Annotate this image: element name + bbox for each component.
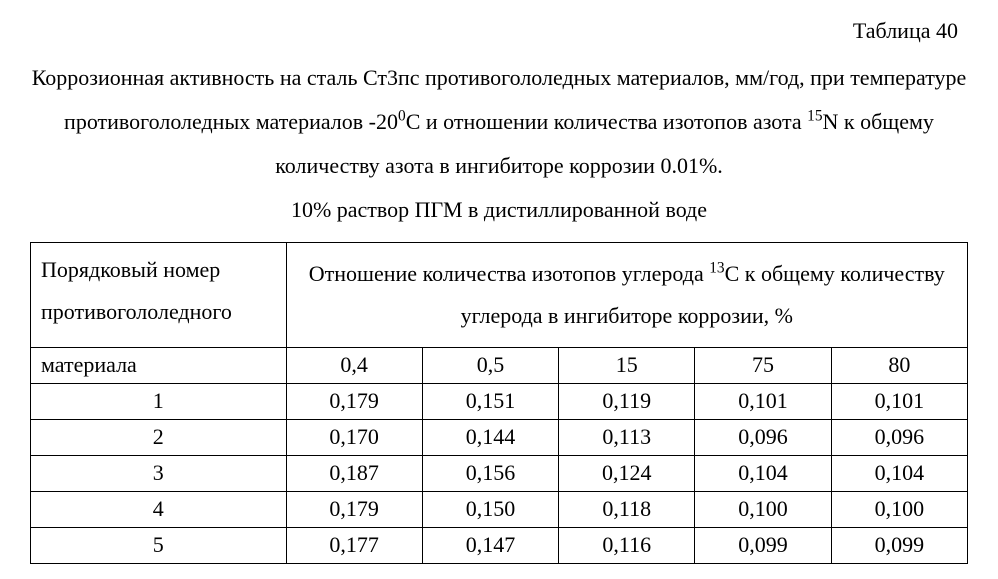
table-row: 1 0,179 0,151 0,119 0,101 0,101 <box>31 383 968 419</box>
cell: 0,124 <box>559 455 695 491</box>
cell: 0,099 <box>831 527 967 563</box>
row-label: 3 <box>31 455 287 491</box>
col-header: 0,5 <box>422 347 558 383</box>
cell: 0,096 <box>695 419 831 455</box>
row-label: 1 <box>31 383 287 419</box>
cell: 0,116 <box>559 527 695 563</box>
row-label: 5 <box>31 527 287 563</box>
table-row: 3 0,187 0,156 0,124 0,104 0,104 <box>31 455 968 491</box>
cell: 0,170 <box>286 419 422 455</box>
table-row: 2 0,170 0,144 0,113 0,096 0,096 <box>31 419 968 455</box>
row-header-top: Порядковый номер противогололедного <box>31 243 287 348</box>
col-header: 75 <box>695 347 831 383</box>
cell: 0,100 <box>831 491 967 527</box>
col-header: 0,4 <box>286 347 422 383</box>
cell: 0,104 <box>695 455 831 491</box>
table-caption: Коррозионная активность на сталь Ст3пс п… <box>30 56 968 232</box>
row-label: 4 <box>31 491 287 527</box>
cell: 0,101 <box>695 383 831 419</box>
cell: 0,119 <box>559 383 695 419</box>
table-row: 4 0,179 0,150 0,118 0,100 0,100 <box>31 491 968 527</box>
col-header: 15 <box>559 347 695 383</box>
row-header-bottom: материала <box>31 347 287 383</box>
table-row: 5 0,177 0,147 0,116 0,099 0,099 <box>31 527 968 563</box>
cell: 0,104 <box>831 455 967 491</box>
cell: 0,099 <box>695 527 831 563</box>
header-row-1: Порядковый номер противогололедного Отно… <box>31 243 968 348</box>
cell: 0,156 <box>422 455 558 491</box>
row-label: 2 <box>31 419 287 455</box>
spanning-column-header: Отношение количества изотопов углерода 1… <box>286 243 967 348</box>
cell: 0,179 <box>286 491 422 527</box>
table-label: Таблица 40 <box>30 18 968 44</box>
cell: 0,150 <box>422 491 558 527</box>
cell: 0,144 <box>422 419 558 455</box>
cell: 0,147 <box>422 527 558 563</box>
cell: 0,101 <box>831 383 967 419</box>
cell: 0,096 <box>831 419 967 455</box>
cell: 0,179 <box>286 383 422 419</box>
cell: 0,113 <box>559 419 695 455</box>
cell: 0,177 <box>286 527 422 563</box>
cell: 0,187 <box>286 455 422 491</box>
cell: 0,118 <box>559 491 695 527</box>
cell: 0,151 <box>422 383 558 419</box>
col-header: 80 <box>831 347 967 383</box>
header-row-2: материала 0,4 0,5 15 75 80 <box>31 347 968 383</box>
cell: 0,100 <box>695 491 831 527</box>
data-table: Порядковый номер противогололедного Отно… <box>30 242 968 564</box>
